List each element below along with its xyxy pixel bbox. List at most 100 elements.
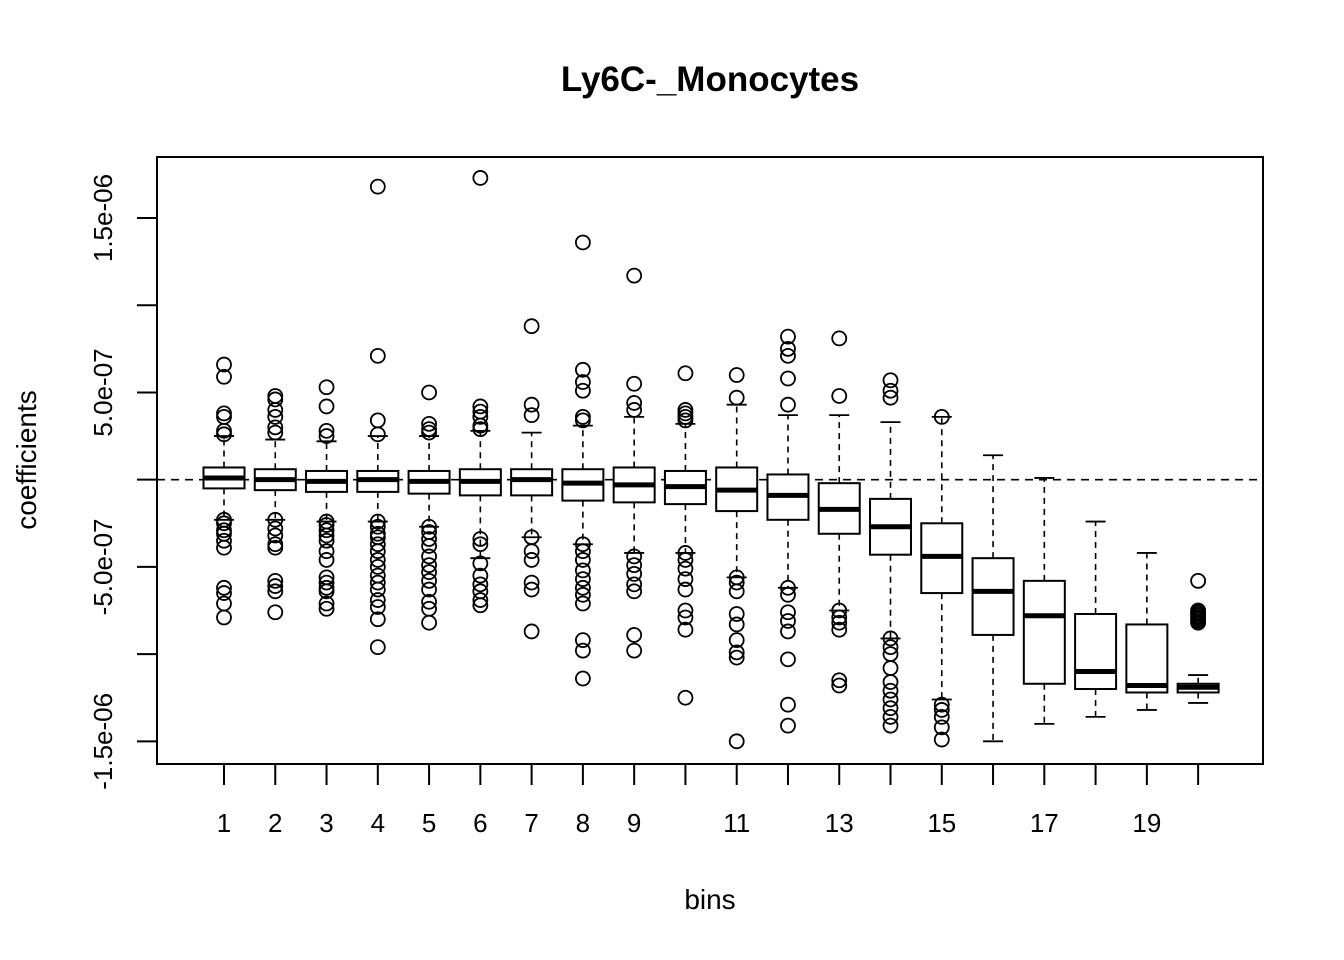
outlier-point — [626, 375, 643, 392]
outlier-point — [780, 696, 796, 713]
box-bin-18 — [1074, 520, 1118, 718]
outlier-point — [421, 557, 437, 574]
outlier-point — [728, 367, 745, 383]
outlier-point — [677, 609, 694, 626]
box-bin-13 — [817, 330, 861, 694]
outlier-point — [677, 412, 694, 429]
outlier-point — [728, 574, 745, 591]
outlier-point — [472, 536, 489, 553]
outlier-point — [728, 389, 745, 406]
outlier-point — [626, 557, 643, 574]
x-tick-label: 13 — [825, 808, 854, 838]
x-tick-label: 8 — [576, 808, 590, 838]
outlier-point — [677, 365, 694, 382]
outlier-point — [831, 672, 848, 689]
outlier-point — [318, 428, 335, 444]
outlier-point — [421, 538, 437, 554]
outlier-point — [882, 691, 899, 708]
outlier-point — [318, 398, 335, 415]
outlier-point — [831, 609, 848, 626]
outlier-point — [267, 419, 284, 436]
x-tick-label: 6 — [473, 808, 487, 838]
outlier-point — [318, 574, 335, 591]
outlier-point — [933, 719, 950, 736]
outlier-point — [831, 602, 848, 619]
outlier-point — [472, 567, 489, 584]
outlier-point — [472, 170, 489, 186]
x-tick-label: 9 — [627, 808, 641, 838]
outlier-point — [831, 330, 848, 347]
outlier-point — [421, 564, 437, 581]
outlier-point — [626, 548, 643, 565]
outlier-point — [369, 536, 386, 553]
outlier-point — [882, 717, 899, 734]
outlier-point — [626, 642, 643, 659]
box-bin-12 — [766, 328, 810, 734]
y-axis-label: coefficients — [11, 390, 42, 530]
outlier-point — [728, 644, 745, 661]
outlier-point — [780, 370, 796, 387]
outlier-point — [318, 595, 335, 612]
outlier-point — [626, 395, 643, 411]
outlier-point — [882, 660, 899, 676]
outlier-point — [780, 613, 796, 629]
outlier-point — [369, 558, 386, 575]
box-bin-6 — [458, 170, 502, 614]
outlier-point — [369, 178, 386, 195]
outlier-point — [574, 670, 591, 687]
x-tick-label: 11 — [723, 808, 750, 838]
outlier-point — [472, 398, 489, 415]
y-tick-label: -1.5e-06 — [88, 693, 118, 790]
outlier-point — [626, 583, 643, 600]
outlier-point — [882, 682, 899, 699]
outlier-point — [677, 602, 694, 619]
outlier-point — [1190, 572, 1207, 589]
x-axis-label: bins — [684, 884, 735, 915]
outlier-point — [574, 562, 591, 579]
outlier-point — [574, 642, 591, 659]
box-bin-9 — [612, 267, 656, 659]
outlier-point — [369, 574, 386, 591]
outlier-point — [369, 426, 386, 443]
outlier-point — [216, 609, 232, 626]
outlier-point — [421, 581, 437, 598]
x-tick-label: 17 — [1030, 808, 1059, 838]
outlier-point — [369, 611, 386, 628]
outlier-point — [933, 696, 950, 713]
outlier-point — [574, 412, 591, 429]
outlier-point — [677, 621, 694, 638]
x-tick-label: 3 — [319, 808, 333, 838]
outlier-point — [369, 592, 386, 608]
chart-title: Ly6C-_Monocytes — [561, 60, 859, 99]
outlier-point — [318, 422, 335, 439]
outlier-point — [626, 402, 643, 418]
outlier-point — [882, 639, 899, 656]
x-tick-label: 15 — [927, 808, 956, 838]
outlier-point — [626, 267, 643, 284]
box-bin-5 — [407, 384, 451, 631]
outlier-point — [421, 384, 437, 401]
outlier-point — [216, 532, 232, 549]
box-bin-15 — [920, 408, 964, 748]
outlier-point — [267, 539, 284, 556]
outlier-point — [318, 552, 335, 568]
y-tick-label: 5.0e-07 — [88, 348, 118, 436]
outlier-point — [318, 527, 335, 544]
outlier-point — [626, 565, 643, 582]
outlier-point — [216, 595, 232, 612]
outlier-point — [780, 586, 796, 603]
outlier-point — [216, 408, 232, 425]
box-iqr — [510, 468, 554, 497]
outlier-point — [318, 522, 335, 539]
box-bin-10 — [663, 365, 707, 706]
box-iqr — [1022, 579, 1066, 685]
outlier-point — [421, 614, 437, 631]
outlier-point — [318, 543, 335, 560]
outlier-point — [267, 604, 284, 621]
outlier-point — [728, 616, 745, 633]
outlier-point — [421, 593, 437, 610]
outlier-point — [523, 396, 540, 413]
outlier-point — [831, 614, 848, 631]
outlier-point — [677, 545, 694, 561]
outlier-point — [574, 579, 591, 596]
